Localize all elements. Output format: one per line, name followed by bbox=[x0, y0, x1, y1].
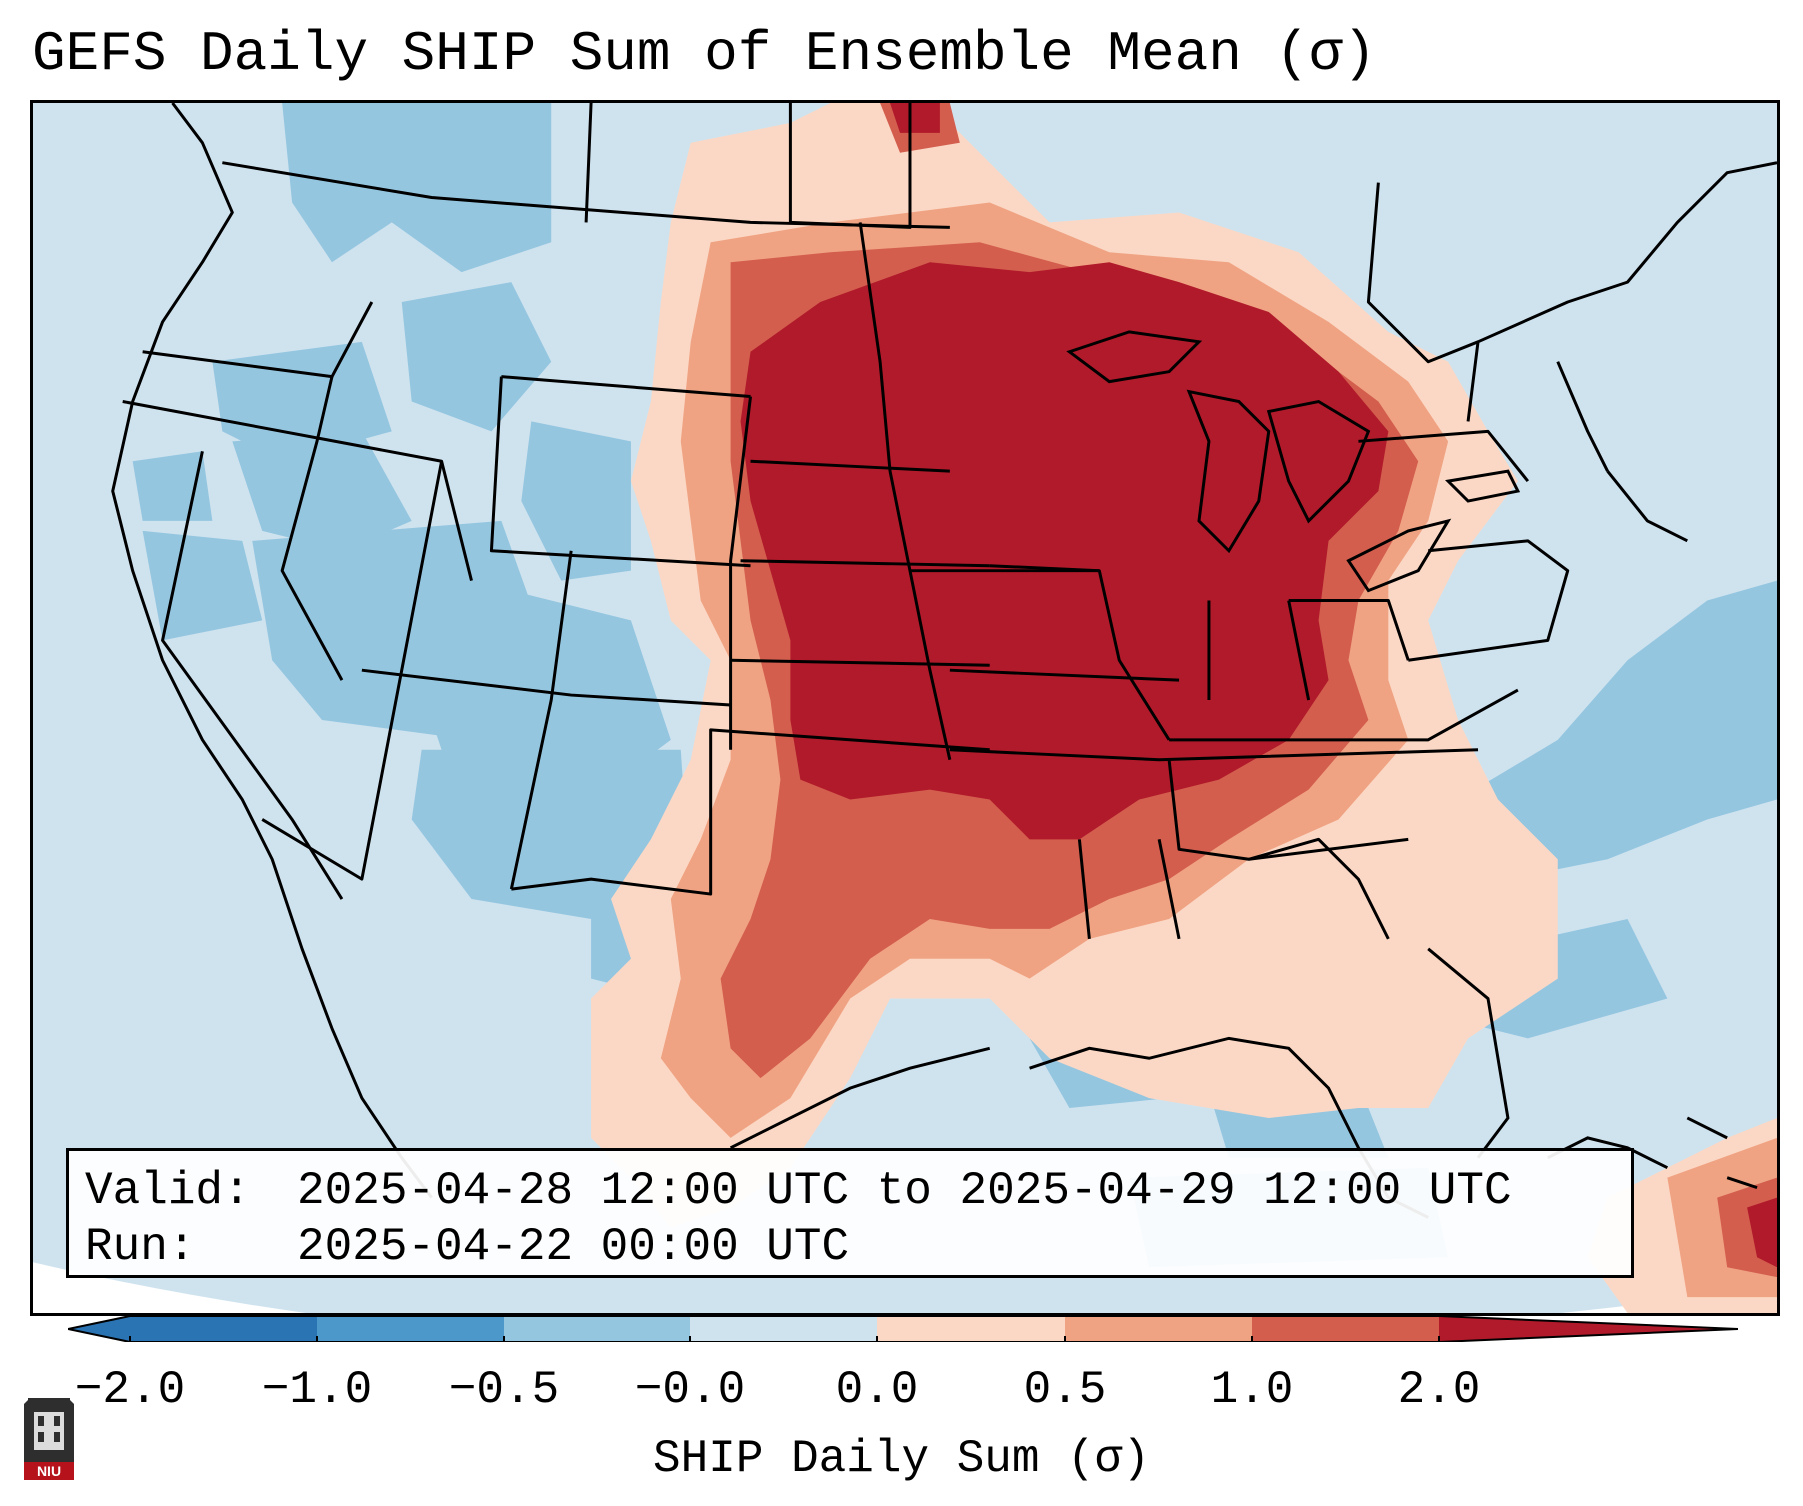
colorbar-tick-label: 0.0 bbox=[835, 1364, 919, 1416]
colorbar-extend-high bbox=[1439, 1316, 1738, 1342]
colorbar-segment bbox=[690, 1316, 877, 1342]
colorbar-tick-label: 1.0 bbox=[1210, 1364, 1294, 1416]
map-title: GEFS Daily SHIP Sum of Ensemble Mean (σ) bbox=[32, 22, 1377, 86]
extreme-positive-region bbox=[740, 262, 1389, 840]
logo-text: NIU bbox=[37, 1463, 61, 1479]
run-value: 2025-04-22 00:00 UTC bbox=[297, 1221, 850, 1273]
off-projection-area bbox=[33, 1262, 1777, 1313]
coastlines bbox=[729, 330, 1758, 1219]
colorbar-graphic bbox=[68, 1316, 1738, 1342]
colorbar-extend-low bbox=[68, 1316, 130, 1342]
anomaly-map bbox=[33, 103, 1777, 1313]
valid-value: 2025-04-28 12:00 UTC to 2025-04-29 12:00… bbox=[297, 1165, 1512, 1217]
colorbar-tick-label: −0.5 bbox=[448, 1364, 560, 1416]
colorbar-title: SHIP Daily Sum (σ) bbox=[653, 1433, 1150, 1485]
negative-anomaly-regions bbox=[132, 103, 1777, 1268]
niu-logo: NIU bbox=[24, 1398, 74, 1480]
colorbar bbox=[68, 1316, 1738, 1342]
colorbar-tick-label: −0.0 bbox=[634, 1364, 746, 1416]
colorbar-tick-label: 0.5 bbox=[1023, 1364, 1107, 1416]
colorbar-segment bbox=[504, 1316, 690, 1342]
colorbar-tick-label: 2.0 bbox=[1397, 1364, 1481, 1416]
colorbar-segment bbox=[1065, 1316, 1252, 1342]
state-boundaries bbox=[111, 103, 1777, 1199]
valid-run-infobox: Valid: 2025-04-28 12:00 UTC to 2025-04-29… bbox=[66, 1148, 1634, 1278]
valid-label: Valid: bbox=[85, 1165, 251, 1217]
colorbar-tick-label: −1.0 bbox=[261, 1364, 373, 1416]
colorbar-segment bbox=[1252, 1316, 1439, 1342]
colorbar-segment bbox=[317, 1316, 504, 1342]
valid-row: Valid: 2025-04-28 12:00 UTC to 2025-04-29… bbox=[85, 1163, 1615, 1219]
run-row: Run: 2025-04-22 00:00 UTC bbox=[85, 1219, 1615, 1275]
colorbar-segment bbox=[130, 1316, 317, 1342]
map-panel bbox=[30, 100, 1780, 1316]
run-label: Run: bbox=[85, 1221, 196, 1273]
colorbar-tick-label: −2.0 bbox=[74, 1364, 186, 1416]
colorbar-segment bbox=[877, 1316, 1065, 1342]
